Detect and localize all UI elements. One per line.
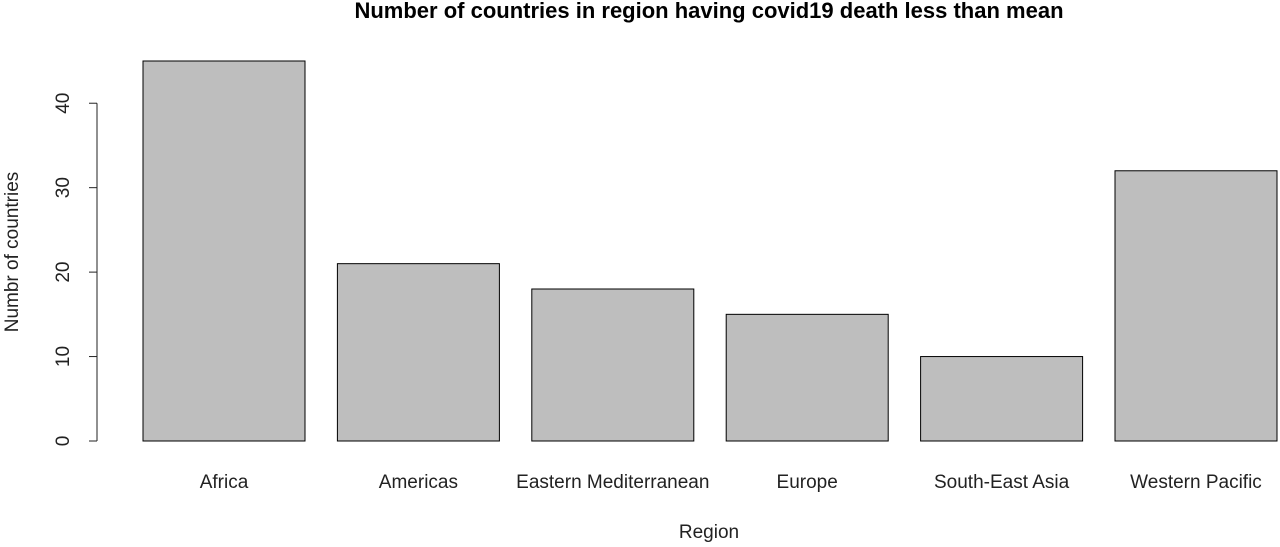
y-tick-label: 20 <box>53 262 74 283</box>
y-tick-label: 0 <box>53 436 74 447</box>
x-tick-label: Africa <box>200 472 249 493</box>
y-tick-label: 10 <box>53 346 74 367</box>
bar <box>531 288 695 442</box>
x-axis-label: Region <box>679 522 739 543</box>
y-tick-label: 30 <box>53 177 74 198</box>
bar <box>1114 170 1278 442</box>
x-tick-label: Eastern Mediterranean <box>516 472 709 493</box>
x-tick-label: Western Pacific <box>1130 472 1262 493</box>
x-tick-label: South-East Asia <box>934 472 1070 493</box>
bar <box>142 60 306 442</box>
bar <box>920 356 1084 442</box>
chart-title: Number of countries in region having cov… <box>354 0 1063 23</box>
y-axis-label: Numbr of countries <box>2 172 23 333</box>
y-tick-label: 40 <box>53 93 74 114</box>
x-tick-label: Americas <box>379 472 458 493</box>
bar <box>336 263 500 442</box>
bar <box>725 313 889 442</box>
x-tick-label: Europe <box>777 472 838 493</box>
